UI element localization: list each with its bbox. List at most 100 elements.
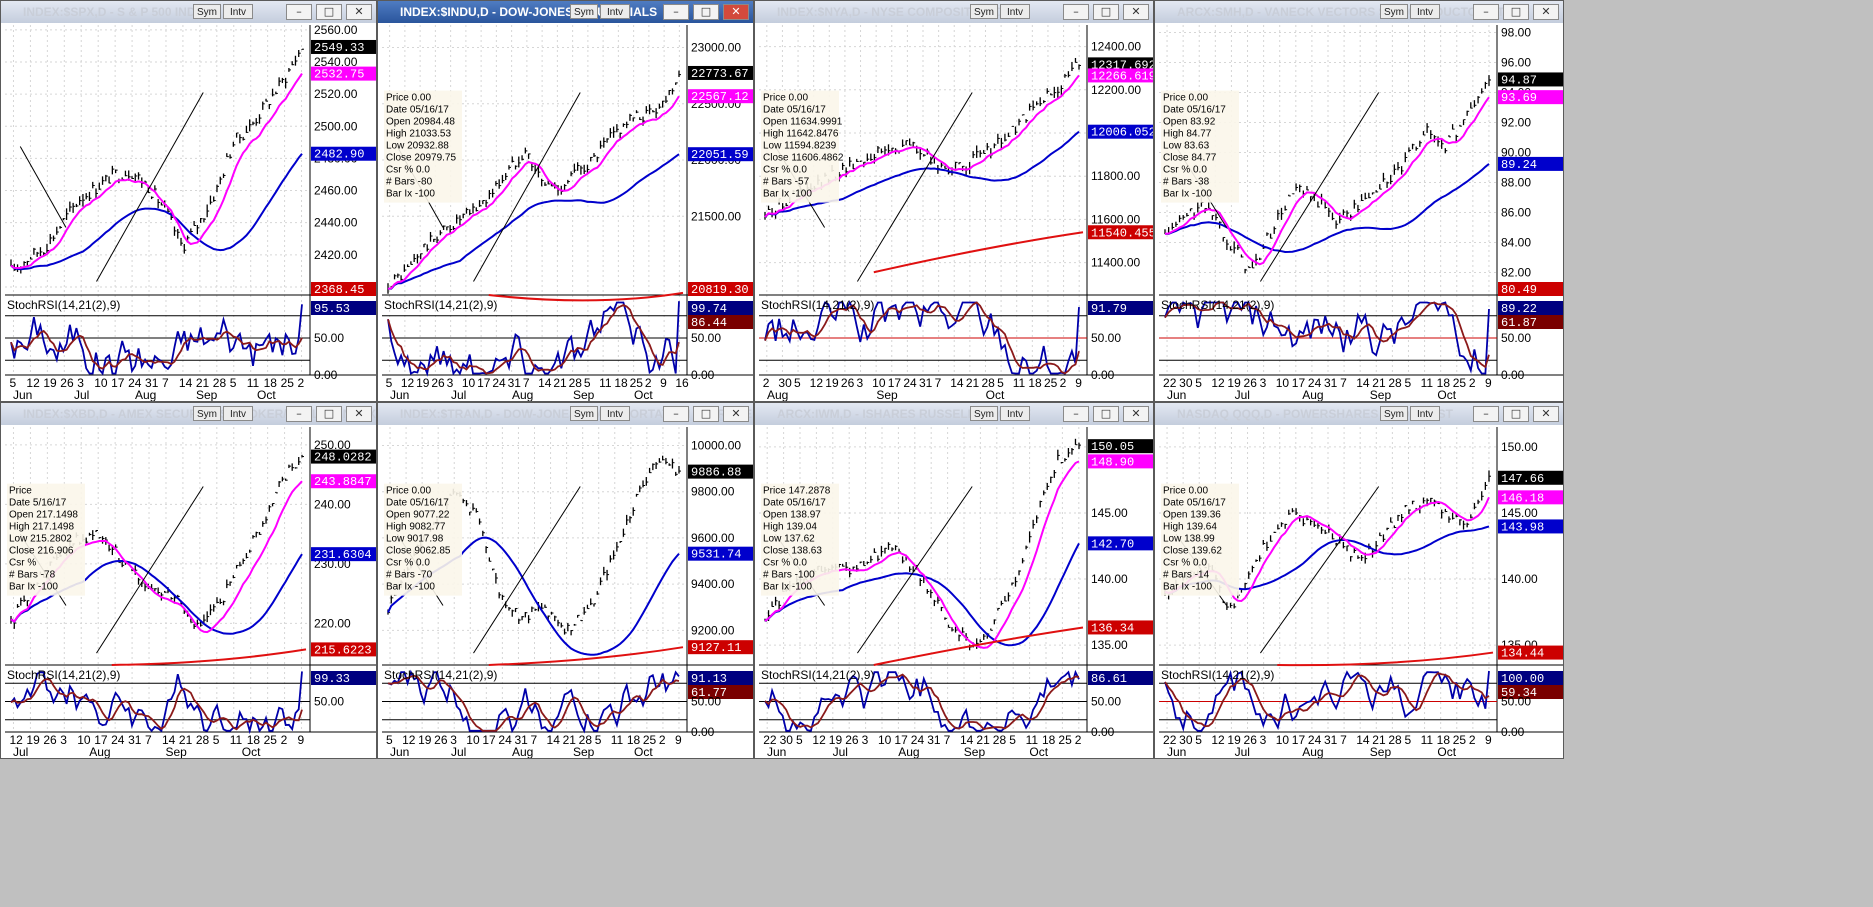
price-chart[interactable]: 2560.002540.002520.002500.002480.002460.… <box>1 23 376 401</box>
chart-window-indu[interactable]: INDEX:$INDU,D - DOW-JONES INDUSTRIALS Sym… <box>377 0 754 402</box>
price-chart[interactable]: 150.00145.00140.00135.00147.66146.18143.… <box>1155 425 1563 758</box>
sym-button[interactable]: Sym <box>193 4 221 19</box>
x-tick-label: 28 <box>196 733 210 747</box>
y-tick-label: 2460.00 <box>314 184 358 198</box>
data-window-line: Csr % 0.0 <box>386 165 430 176</box>
x-tick-label: 28 <box>993 733 1007 747</box>
window-titlebar[interactable]: INDEX:$XBD,D - AMEX SECURITIES BROKER/DE… <box>1 403 376 425</box>
window-titlebar[interactable]: NASDAQ QQQ,D - POWERSHARES QQQ TRUST Sym I… <box>1155 403 1563 425</box>
window-titlebar[interactable]: INDEX:$NYA,D - NYSE COMPOSITE INDEX Sym In… <box>755 1 1153 23</box>
window-titlebar[interactable]: ARCX:IWM,D - ISHARES RUSSELL 2000 ETF Sym… <box>755 403 1153 425</box>
x-tick-label: 3 <box>1260 376 1267 390</box>
close-button[interactable]: ✕ <box>346 406 372 422</box>
price-chart[interactable]: 23000.0022500.0022000.0021500.0022773.67… <box>378 23 753 401</box>
x-tick-label: 12 <box>810 376 824 390</box>
data-window-line: Date 05/16/17 <box>763 498 826 509</box>
window-titlebar[interactable]: INDEX:$INDU,D - DOW-JONES INDUSTRIALS Sym… <box>378 1 753 23</box>
minimize-button[interactable]: – <box>1473 4 1499 20</box>
interval-button[interactable]: Intv <box>600 406 630 421</box>
minimize-button[interactable]: – <box>1063 406 1089 422</box>
close-icon: ✕ <box>1541 407 1551 420</box>
x-tick-label: 24 <box>492 376 506 390</box>
price-tag-label: 150.05 <box>1091 440 1134 454</box>
close-button[interactable]: ✕ <box>723 4 749 20</box>
x-tick-label: 2 <box>645 376 652 390</box>
maximize-button[interactable]: □ <box>1503 406 1529 422</box>
chart-window-qqq[interactable]: NASDAQ QQQ,D - POWERSHARES QQQ TRUST Sym I… <box>1154 402 1564 759</box>
maximize-button[interactable]: □ <box>693 406 719 422</box>
x-tick-label: 19 <box>416 376 430 390</box>
price-chart[interactable]: 10000.00 9800.00 9600.00 9400.00 9200.00 9886… <box>378 425 753 758</box>
minimize-button[interactable]: – <box>286 406 312 422</box>
maximize-button[interactable]: □ <box>316 406 342 422</box>
chart-window-xbd[interactable]: INDEX:$XBD,D - AMEX SECURITIES BROKER/DE… <box>0 402 377 759</box>
maximize-button[interactable]: □ <box>316 4 342 20</box>
close-button[interactable]: ✕ <box>346 4 372 20</box>
interval-button[interactable]: Intv <box>1410 406 1440 421</box>
close-button[interactable]: ✕ <box>1123 4 1149 20</box>
window-titlebar[interactable]: ARCX:SMH,D - VANECK VECTORS SEMICONDUCTO… <box>1155 1 1563 23</box>
close-button[interactable]: ✕ <box>1533 4 1559 20</box>
chart-window-nya[interactable]: INDEX:$NYA,D - NYSE COMPOSITE INDEX Sym In… <box>754 0 1154 402</box>
chart-window-spx[interactable]: INDEX:$SPX,D - S & P 500 INDEX Sym Intv – □ ✕… <box>0 0 377 402</box>
price-chart[interactable]: 98.0096.0094.0092.0090.0088.0086.0084.00… <box>1155 23 1563 401</box>
stochrsi-line <box>10 671 303 735</box>
minimize-button[interactable]: – <box>1063 4 1089 20</box>
data-window-line: Bar Ix -100 <box>386 189 435 200</box>
maximize-button[interactable]: □ <box>1093 406 1119 422</box>
price-chart[interactable]: 250.00240.00230.00220.00248.0282243.8847… <box>1 425 376 758</box>
minimize-button[interactable]: – <box>663 406 689 422</box>
price-chart[interactable]: 150.00145.00140.00135.00150.05148.90142.… <box>755 425 1153 758</box>
interval-button[interactable]: Intv <box>223 406 253 421</box>
price-chart[interactable]: 12400.0012200.0012000.0011800.0011600.00… <box>755 23 1153 401</box>
window-titlebar[interactable]: INDEX:$SPX,D - S & P 500 INDEX Sym Intv – □ ✕ <box>1 1 376 23</box>
maximize-button[interactable]: □ <box>1503 4 1529 20</box>
interval-button[interactable]: Intv <box>1000 406 1030 421</box>
stochrsi-value-tag <box>688 671 753 685</box>
minimize-button[interactable]: – <box>286 4 312 20</box>
price-tag-label: 2482.90 <box>314 148 364 162</box>
x-tick-label: 9 <box>675 733 682 747</box>
data-window-line: Bar Ix -100 <box>763 582 812 593</box>
x-tick-label: 10 <box>77 733 91 747</box>
interval-button[interactable]: Intv <box>1000 4 1030 19</box>
data-window <box>761 90 839 203</box>
price-tag <box>311 474 376 489</box>
close-button[interactable]: ✕ <box>1533 406 1559 422</box>
x-tick-label: 14 <box>1356 733 1370 747</box>
sym-button[interactable]: Sym <box>570 406 598 421</box>
minimize-button[interactable]: – <box>1473 406 1499 422</box>
sym-button[interactable]: Sym <box>1380 406 1408 421</box>
sym-button[interactable]: Sym <box>193 406 221 421</box>
y-tick-label: 10000.00 <box>691 438 741 452</box>
data-window-line: # Bars -70 <box>386 570 433 581</box>
data-window-line: Close 139.62 <box>1163 546 1222 557</box>
data-window-line: # Bars -80 <box>386 177 433 188</box>
minus-icon: – <box>296 5 302 18</box>
chart-window-tran[interactable]: INDEX:$TRAN,D - DOW-JONES TRANSPORTATION… <box>377 402 754 759</box>
x-tick-label: 5 <box>1195 376 1202 390</box>
sym-button[interactable]: Sym <box>970 406 998 421</box>
chart-window-iwm[interactable]: ARCX:IWM,D - ISHARES RUSSELL 2000 ETF Sym… <box>754 402 1154 759</box>
x-tick-label: 17 <box>1292 733 1306 747</box>
maximize-button[interactable]: □ <box>1093 4 1119 20</box>
x-tick-label: 12 <box>1211 733 1225 747</box>
price-tag <box>311 66 376 81</box>
stochrsi-signal-line <box>1164 672 1490 728</box>
interval-button[interactable]: Intv <box>223 4 253 19</box>
sym-button[interactable]: Sym <box>1380 4 1408 19</box>
maximize-button[interactable]: □ <box>693 4 719 20</box>
month-label: Jun <box>767 745 786 758</box>
x-tick-label: 31 <box>514 733 528 747</box>
sym-button[interactable]: Sym <box>970 4 998 19</box>
chart-window-smh[interactable]: ARCX:SMH,D - VANECK VECTORS SEMICONDUCTO… <box>1154 0 1564 402</box>
minimize-button[interactable]: – <box>663 4 689 20</box>
sym-button[interactable]: Sym <box>570 4 598 19</box>
interval-button[interactable]: Intv <box>1410 4 1440 19</box>
close-icon: ✕ <box>354 407 364 420</box>
interval-button[interactable]: Intv <box>600 4 630 19</box>
window-titlebar[interactable]: INDEX:$TRAN,D - DOW-JONES TRANSPORTATION… <box>378 403 753 425</box>
close-button[interactable]: ✕ <box>1123 406 1149 422</box>
price-tag <box>1498 72 1563 87</box>
close-button[interactable]: ✕ <box>723 406 749 422</box>
